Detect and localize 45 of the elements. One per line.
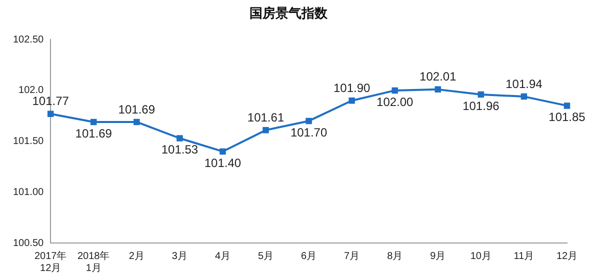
point [262,126,269,134]
y-tick-label: 101.50 [12,136,44,148]
data-label: 101.96 [462,98,500,113]
y-tick-label: 102.0 [18,85,44,96]
y-tick-label: 102.50 [12,34,44,46]
x-tick-label: 2018年 1月 [77,250,110,274]
data-label: 102.00 [376,94,414,109]
x-tick-label: 5月 [258,250,274,262]
x-tick-label: 3月 [172,250,188,262]
x-tick-label: 10月 [470,250,492,262]
point [478,91,484,98]
point [520,93,528,100]
x-tick-label: 2月 [128,250,144,262]
chart-title: 国房景气指数 [250,5,328,20]
data-label: 102.01 [420,70,457,84]
point [434,86,442,93]
x-tick-label: 8月 [387,250,403,262]
x-tick-label: 9月 [430,250,446,262]
data-label: 101.69 [118,102,156,116]
point [47,110,54,117]
x-tick-label: 12月 [556,250,578,262]
point [348,98,355,104]
data-label: 101.53 [161,142,198,157]
x-tick-label: 2017年 12月 [34,250,67,274]
data-label: 101.94 [506,76,543,91]
point [90,118,97,126]
point [176,135,183,142]
point [306,118,312,124]
point [392,87,398,94]
y-tick-label: 101.00 [12,186,44,198]
data-label: 101.70 [290,125,328,140]
x-tick-label: 7月 [344,250,360,262]
data-label: 101.69 [75,126,112,140]
data-label: 101.77 [32,94,70,108]
x-tick-label: 6月 [301,250,317,262]
data-label: 101.90 [333,80,371,95]
y-tick-label: 100.50 [12,238,44,249]
data-label: 101.85 [548,110,586,124]
point [134,118,140,126]
point [220,148,226,155]
x-tick-label: 11月 [514,250,534,262]
x-tick-label: 4月 [214,250,231,262]
data-label: 101.40 [204,156,242,170]
point [564,102,570,109]
data-label: 101.61 [247,110,284,124]
